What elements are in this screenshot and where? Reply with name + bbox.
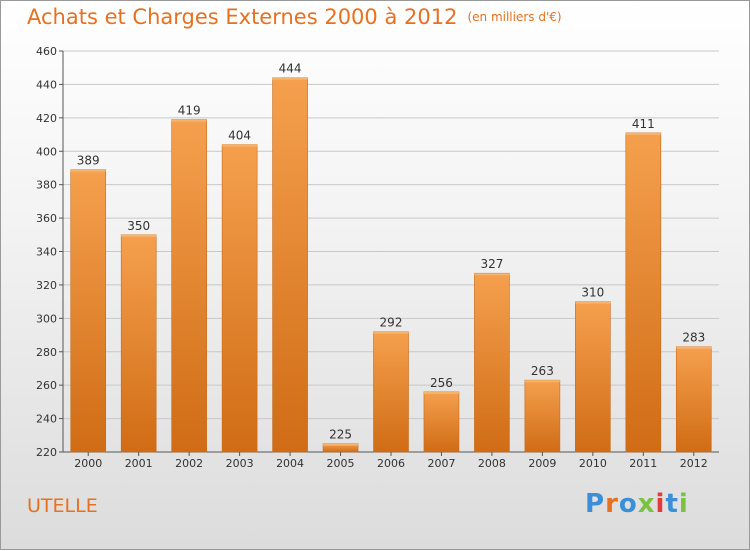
x-tick-label: 2000 [74, 457, 102, 470]
y-tick-label: 280 [36, 346, 57, 359]
bar [70, 169, 107, 453]
x-tick-label: 2011 [629, 457, 657, 470]
data-label: 389 [77, 154, 100, 168]
chart-title: Achats et Charges Externes 2000 à 2012 (e… [27, 5, 562, 29]
y-tick-label: 220 [36, 446, 57, 459]
y-tick-label: 300 [36, 312, 57, 325]
bar-cap [323, 443, 359, 446]
bar-cap [474, 273, 510, 276]
data-label: 292 [380, 316, 403, 330]
x-tick-label: 2006 [377, 457, 405, 470]
y-tick-label: 240 [36, 413, 57, 426]
data-label: 263 [531, 364, 554, 378]
bar-cap [171, 119, 207, 122]
logo-letter: i [655, 489, 666, 519]
y-tick-label: 460 [36, 45, 57, 58]
logo-letter: t [665, 489, 679, 519]
logo-letter: x [637, 489, 656, 519]
bar-cap [524, 380, 560, 383]
data-label: 225 [329, 428, 352, 442]
unit-label: (en milliers d'€) [467, 10, 562, 24]
y-tick-label: 420 [36, 112, 57, 125]
logo-letter: r [605, 489, 619, 519]
bar-cap [676, 346, 712, 349]
y-tick-label: 440 [36, 78, 57, 91]
y-tick-label: 260 [36, 379, 57, 392]
x-tick-label: 2003 [226, 457, 254, 470]
y-tick-label: 360 [36, 212, 57, 225]
bar-cap [625, 132, 661, 135]
bar-cap [121, 234, 157, 237]
y-tick-label: 400 [36, 145, 57, 158]
x-tick-label: 2007 [427, 457, 455, 470]
data-label: 350 [127, 219, 150, 233]
bar-cap [70, 169, 106, 172]
x-tick-label: 2008 [478, 457, 506, 470]
data-label: 310 [581, 286, 604, 300]
logo-letter: i [678, 489, 689, 519]
bar-cap [272, 77, 308, 80]
logo-letter: P [585, 489, 606, 519]
x-tick-label: 2005 [327, 457, 355, 470]
bar [474, 272, 510, 453]
bar [120, 234, 157, 453]
x-tick-label: 2002 [175, 457, 203, 470]
x-tick-label: 2004 [276, 457, 304, 470]
y-tick-label: 340 [36, 246, 57, 259]
data-label: 283 [682, 331, 705, 345]
bar-cap [575, 301, 611, 304]
x-tick-label: 2010 [579, 457, 607, 470]
data-label: 419 [178, 104, 201, 118]
bar [272, 77, 308, 453]
place-name: UTELLE [27, 495, 98, 517]
data-label: 411 [632, 117, 655, 131]
bar [524, 379, 561, 453]
bar-cap [222, 144, 258, 147]
y-tick-label: 320 [36, 279, 57, 292]
data-label: 444 [279, 62, 302, 76]
data-label: 404 [228, 129, 251, 143]
bar [575, 301, 611, 453]
x-tick-label: 2012 [680, 457, 708, 470]
x-tick-label: 2001 [125, 457, 153, 470]
bar [171, 119, 207, 453]
y-tick-label: 380 [36, 179, 57, 192]
data-label: 256 [430, 376, 453, 390]
bar [625, 132, 662, 453]
proxiti-logo: Proxiti [585, 489, 689, 519]
bar [373, 331, 409, 453]
logo-letter: o [618, 489, 638, 519]
bar [423, 391, 460, 453]
x-tick-label: 2009 [528, 457, 556, 470]
bar [675, 346, 712, 453]
bar [221, 144, 258, 453]
bar-cap [373, 331, 409, 334]
bar-cap [423, 391, 459, 394]
data-label: 327 [480, 257, 503, 271]
